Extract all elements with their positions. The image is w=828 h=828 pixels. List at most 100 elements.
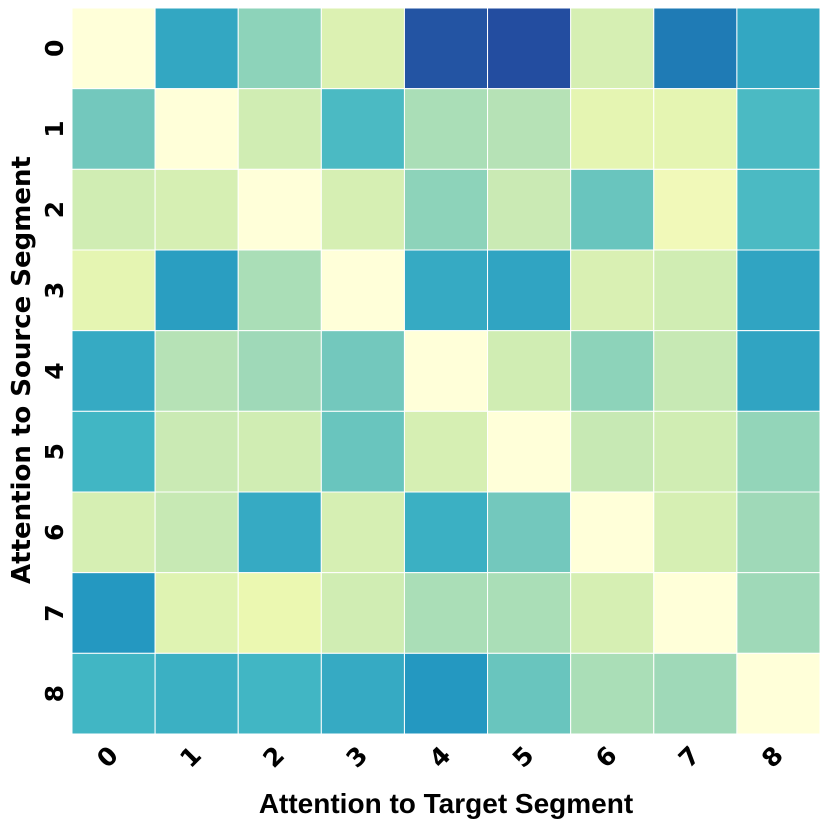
x-tick-label-6: 6 [590,741,623,774]
heatmap-cell-5-3 [320,410,405,493]
heatmap-cell-3-1 [154,249,239,332]
heatmap-cell-3-4 [403,249,489,332]
y-tick-label-3: 3 [40,282,69,299]
heatmap-cell-3-0 [71,249,156,332]
y-tick-label-7: 7 [40,604,69,621]
heatmap-cell-2-8 [736,168,821,251]
x-tick-label-5: 5 [507,741,540,774]
heatmap-cell-1-1 [154,88,239,170]
heatmap-cell-7-7 [653,572,738,654]
heatmap-cell-7-8 [736,572,821,654]
heatmap-cell-8-7 [653,652,738,735]
x-tick-label-4: 4 [424,741,457,774]
heatmap-cell-6-2 [237,491,322,574]
heatmap-cell-2-1 [154,168,239,251]
heatmap-cell-3-5 [487,249,572,332]
y-tick-label-8: 8 [40,685,69,702]
heatmap-cell-4-1 [154,330,239,412]
heatmap-cell-1-5 [487,88,572,170]
heatmap-cell-8-8 [736,652,821,735]
heatmap-cell-4-2 [237,330,322,412]
heatmap-cell-1-7 [653,88,738,170]
heatmap-cell-8-5 [487,652,572,735]
heatmap-cell-5-5 [487,410,572,493]
heatmap-cell-5-8 [736,410,821,493]
heatmap-cell-8-6 [570,652,655,735]
heatmap-cell-4-8 [736,330,821,412]
heatmap-cells [71,7,821,735]
heatmap-cell-2-5 [487,168,572,251]
heatmap-cell-0-5 [487,7,572,90]
y-tick-label-4: 4 [40,362,69,379]
heatmap-cell-1-0 [71,88,156,170]
heatmap-cell-4-3 [320,330,405,412]
x-tick-label-8: 8 [756,741,789,774]
y-tick-label-0: 0 [40,40,69,57]
heatmap-cell-5-7 [653,410,738,493]
heatmap-cell-3-2 [237,249,322,332]
y-axis-title: Attention to Source Segment [7,156,37,584]
heatmap-cell-0-2 [237,7,322,90]
heatmap-cell-2-0 [71,168,156,251]
heatmap-cell-4-7 [653,330,738,412]
heatmap-cell-8-0 [71,652,156,735]
y-tick-label-5: 5 [40,443,69,460]
heatmap-cell-2-6 [570,168,655,251]
heatmap-cell-5-2 [237,410,322,493]
x-tick-labels: 0 1 2 3 4 5 6 7 8 [91,741,789,774]
x-tick-label-2: 2 [257,741,290,774]
heatmap-cell-6-3 [320,491,405,574]
heatmap-cell-7-4 [403,572,489,654]
heatmap-cell-8-1 [154,652,239,735]
heatmap-cell-2-7 [653,168,738,251]
heatmap-cell-7-3 [320,572,405,654]
x-tick-label-7: 7 [673,741,706,774]
heatmap-cell-4-6 [570,330,655,412]
heatmap-cell-7-1 [154,572,239,654]
x-axis-title: Attention to Target Segment [259,788,633,819]
heatmap-cell-2-3 [320,168,405,251]
heatmap-cell-6-5 [487,491,572,574]
heatmap-cell-5-6 [570,410,655,493]
heatmap-cell-6-1 [154,491,239,574]
heatmap-cell-5-1 [154,410,239,493]
heatmap-cell-4-0 [71,330,156,412]
heatmap-cell-0-6 [570,7,655,90]
heatmap-cell-6-0 [71,491,156,574]
heatmap-cell-1-6 [570,88,655,170]
heatmap-cell-7-2 [237,572,322,654]
heatmap-cell-1-8 [736,88,821,170]
heatmap-cell-1-3 [320,88,405,170]
x-tick-label-0: 0 [91,741,124,774]
x-tick-label-3: 3 [340,741,373,774]
heatmap-cell-0-4 [403,7,489,90]
heatmap-cell-5-0 [71,410,156,493]
heatmap-cell-6-4 [403,491,489,574]
heatmap-cell-6-6 [570,491,655,574]
heatmap-cell-3-8 [736,249,821,332]
heatmap-cell-4-5 [487,330,572,412]
heatmap-cell-3-3 [320,249,405,332]
heatmap-cell-0-0 [71,7,156,90]
heatmap-cell-3-6 [570,249,655,332]
heatmap-cell-7-6 [570,572,655,654]
heatmap-cell-8-2 [237,652,322,735]
heatmap-cell-1-2 [237,88,322,170]
heatmap-cell-4-4 [403,330,489,412]
heatmap-cell-6-7 [653,491,738,574]
heatmap-cell-3-7 [653,249,738,332]
y-tick-labels: 0 1 2 3 4 5 6 7 8 [40,40,69,703]
y-tick-label-1: 1 [40,120,69,137]
y-tick-label-6: 6 [40,524,69,541]
heatmap-cell-7-5 [487,572,572,654]
x-tick-label-1: 1 [174,741,207,774]
heatmap-cell-2-2 [237,168,322,251]
heatmap-cell-2-4 [403,168,489,251]
heatmap-cell-0-1 [154,7,239,90]
heatmap-cell-0-3 [320,7,405,90]
heatmap-cell-7-0 [71,572,156,654]
heatmap-cell-5-4 [403,410,489,493]
heatmap-cell-0-7 [653,7,738,90]
heatmap-cell-8-4 [403,652,489,735]
